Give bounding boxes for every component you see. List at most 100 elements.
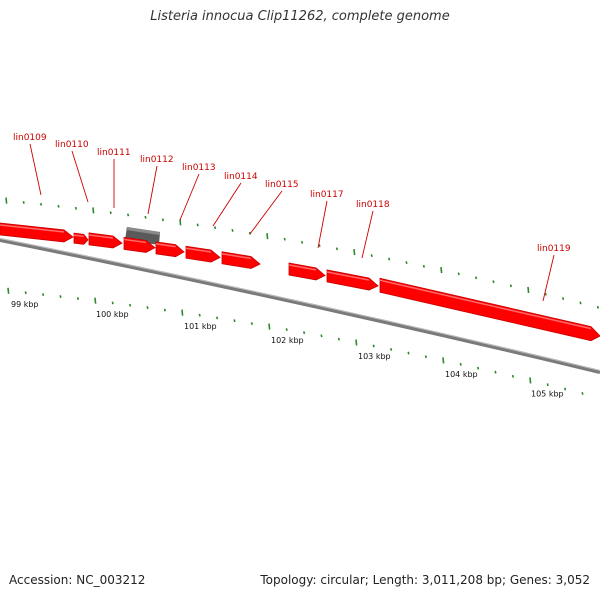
scale-tick (196, 223, 199, 227)
gene-arrow[interactable] (73, 232, 89, 245)
label-leader-line (542, 254, 555, 302)
map-title: Listeria innocua Clip11262, complete gen… (150, 9, 450, 24)
scale-tick (388, 257, 391, 261)
scale-tick (127, 213, 130, 217)
scale-tick (42, 293, 45, 296)
scale-tick (337, 337, 340, 341)
scale-tick (109, 211, 112, 215)
genome-summary-text: Topology: circular; Length: 3,011,208 bp… (260, 573, 590, 587)
scale-tick (335, 247, 338, 251)
gene-arrow[interactable] (155, 241, 185, 258)
scale-label: 105 kbp (531, 390, 564, 399)
gene-label[interactable]: lin0119 (537, 244, 571, 254)
scale-tick (405, 261, 408, 265)
scale-tick (301, 240, 304, 244)
scale-label: 102 kbp (271, 336, 304, 345)
gene-arrow[interactable] (185, 245, 221, 263)
gene-arrow[interactable] (288, 262, 326, 281)
scale-tick (596, 305, 599, 309)
label-leader-line (212, 182, 242, 227)
scale-tick (320, 334, 323, 338)
scale-tick (94, 297, 97, 304)
label-leader-line (361, 210, 374, 259)
scale-tick (76, 297, 79, 300)
scale-tick (424, 355, 427, 359)
scale-tick (214, 226, 217, 230)
scale-tick (564, 387, 567, 391)
label-leader-line (249, 190, 283, 235)
scale-tick (442, 357, 445, 364)
scale-tick (129, 303, 132, 307)
gene-label[interactable]: lin0118 (356, 200, 390, 210)
scale-tick (459, 362, 462, 366)
scale-tick (303, 331, 306, 335)
scale-tick (248, 231, 251, 235)
label-leader-line (71, 150, 89, 203)
gene-label[interactable]: lin0115 (265, 180, 299, 190)
scale-tick (477, 366, 480, 370)
scale-tick (179, 219, 182, 226)
scale-tick (268, 323, 271, 330)
scale-tick (111, 301, 114, 305)
gene-label[interactable]: lin0117 (310, 190, 344, 200)
gene-arrow[interactable] (221, 251, 261, 269)
scale-tick (370, 254, 373, 257)
gene-arrow[interactable] (379, 277, 600, 342)
scale-tick (475, 276, 478, 280)
scale-tick (59, 295, 62, 298)
genome-backbone (0, 238, 600, 374)
scale-tick (216, 316, 219, 320)
gene-label[interactable]: lin0112 (140, 155, 174, 165)
scale-tick (318, 244, 321, 247)
scale-tick (546, 383, 549, 387)
scale-tick (527, 286, 530, 294)
label-leader-line (29, 143, 42, 196)
scale-tick (440, 266, 443, 274)
scale-tick (562, 297, 565, 300)
scale-tick (283, 237, 286, 241)
scale-tick (492, 280, 495, 284)
genome-backbone-highlight (0, 238, 600, 371)
gene-label[interactable]: lin0110 (55, 140, 89, 150)
gene-label[interactable]: lin0111 (97, 148, 131, 158)
scale-tick (457, 272, 460, 276)
scale-tick (390, 348, 393, 351)
scale-label: 101 kbp (184, 322, 217, 331)
scale-tick (92, 207, 95, 214)
scale-tick (285, 328, 288, 332)
scale-tick (57, 204, 60, 208)
scale-tick (7, 287, 10, 294)
scale-tick (529, 377, 532, 384)
gene-arrow[interactable] (326, 269, 379, 291)
scale-tick (163, 308, 166, 312)
gene-label[interactable]: lin0109 (13, 133, 47, 143)
scale-tick (494, 370, 497, 374)
gene-arrow[interactable] (88, 232, 123, 249)
gene-arrow[interactable] (0, 222, 74, 243)
scale-tick (198, 313, 201, 317)
scale-label: 103 kbp (358, 352, 391, 361)
scale-tick (40, 202, 43, 206)
scale-tick (544, 292, 547, 296)
scale-tick (146, 306, 149, 310)
scale-tick (161, 218, 164, 222)
scale-tick (422, 264, 425, 268)
label-leader-line (179, 173, 200, 221)
gene-label[interactable]: lin0114 (224, 172, 258, 182)
scale-tick (181, 309, 184, 316)
scale-label: 99 kbp (11, 300, 39, 309)
scale-tick (24, 291, 27, 295)
scale-tick (266, 233, 269, 240)
scale-tick (250, 322, 253, 326)
scale-tick (144, 215, 147, 219)
scale-label: 104 kbp (445, 370, 478, 379)
gene-arrow[interactable] (123, 236, 156, 253)
scale-label: 100 kbp (96, 310, 129, 319)
scale-tick (407, 351, 410, 355)
gene-label[interactable]: lin0113 (182, 163, 216, 173)
accession-text: Accession: NC_003212 (9, 573, 146, 587)
label-leader-line (317, 200, 328, 249)
scale-tick (353, 249, 356, 256)
label-leader-line (147, 165, 158, 215)
